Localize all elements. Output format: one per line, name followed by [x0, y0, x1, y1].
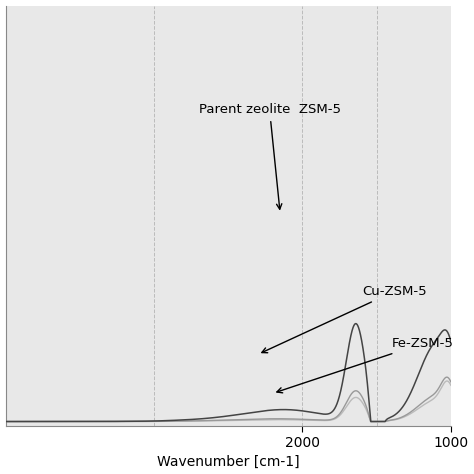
X-axis label: Wavenumber [cm-1]: Wavenumber [cm-1]: [157, 455, 300, 468]
Text: Fe-ZSM-5: Fe-ZSM-5: [277, 337, 453, 393]
Text: Parent zeolite  ZSM-5: Parent zeolite ZSM-5: [199, 103, 340, 209]
Text: Cu-ZSM-5: Cu-ZSM-5: [262, 285, 427, 353]
